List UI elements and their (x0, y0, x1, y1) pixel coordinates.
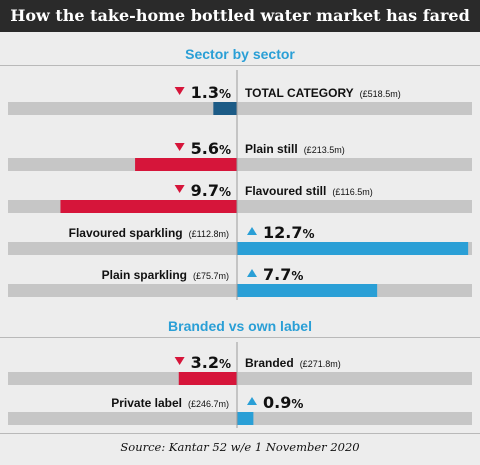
category-value: (£112.8m) (189, 229, 229, 239)
category-value: (£271.8m) (300, 359, 341, 369)
bar (135, 158, 237, 171)
bar-row: (£112.8m) Flavoured sparkling 12.7% (8, 223, 472, 255)
down-arrow-icon (174, 87, 185, 95)
change-label: 3.2% (191, 353, 231, 372)
bar (213, 102, 237, 115)
category-label: Flavoured sparkling (69, 226, 183, 240)
bar-row: 5.6% Plain still (£213.5m) (8, 139, 472, 171)
section-divider (0, 337, 480, 338)
category-value: (£518.5m) (360, 89, 401, 99)
bar (237, 412, 254, 425)
bar-track (8, 158, 472, 171)
section-title-branded: Branded vs own label (168, 318, 312, 334)
change-label: 0.9% (263, 393, 303, 412)
up-arrow-icon (247, 269, 257, 277)
change-label: 7.7% (263, 265, 303, 284)
bar-row: (£75.7m) Plain sparkling 7.7% (8, 265, 472, 297)
down-arrow-icon (174, 185, 185, 193)
down-arrow-icon (174, 357, 185, 365)
category-value: (£213.5m) (304, 145, 345, 155)
bar (237, 242, 469, 255)
bar-row: 3.2% Branded (£271.8m) (8, 353, 472, 385)
bar (237, 284, 378, 297)
bar-track (8, 102, 472, 115)
change-label: 12.7% (263, 223, 315, 242)
category-label: Plain still (245, 142, 298, 156)
section-title-sector: Sector by sector (185, 46, 295, 62)
category-value: (£246.7m) (188, 399, 229, 409)
category-label: Branded (245, 356, 294, 370)
up-arrow-icon (247, 227, 257, 235)
bar (60, 200, 238, 213)
category-label: Flavoured still (245, 184, 326, 198)
chart-title: How the take-home bottled water market h… (0, 0, 480, 32)
source-divider (0, 433, 480, 434)
category-value: (£116.5m) (332, 187, 372, 197)
bar-track (8, 372, 472, 385)
bar-row: (£246.7m) Private label 0.9% (8, 393, 472, 425)
down-arrow-icon (174, 143, 185, 151)
up-arrow-icon (247, 397, 257, 405)
change-label: 1.3% (191, 83, 231, 102)
category-value: (£75.7m) (193, 271, 229, 281)
bar-row: 9.7% Flavoured still (£116.5m) (8, 181, 472, 213)
category-label: Plain sparkling (102, 268, 187, 282)
change-label: 5.6% (191, 139, 231, 158)
category-label: TOTAL CATEGORY (245, 86, 354, 100)
bar (178, 372, 237, 385)
change-label: 9.7% (191, 181, 231, 200)
source-note: Source: Kantar 52 w/e 1 November 2020 (120, 440, 360, 454)
section-divider (0, 65, 480, 66)
category-label: Private label (111, 396, 182, 410)
bar-row: 1.3% TOTAL CATEGORY (£518.5m) (8, 83, 472, 115)
